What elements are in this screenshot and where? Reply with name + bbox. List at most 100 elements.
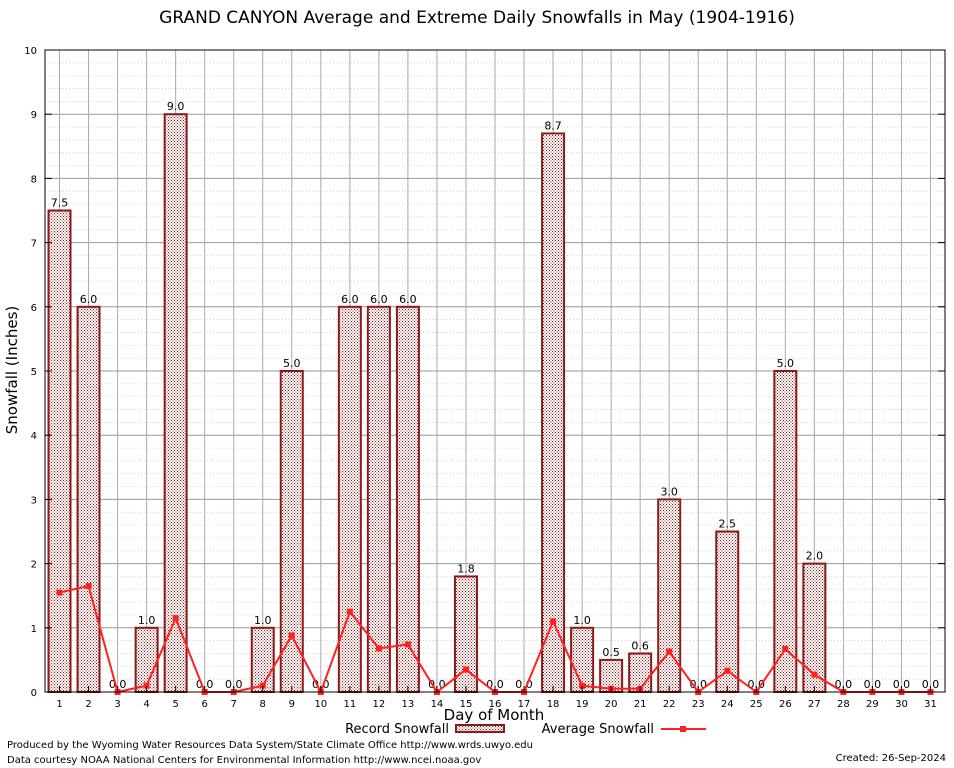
x-tick-label: 24 [721,699,734,710]
x-tick-label: 9 [289,699,295,710]
x-tick-label: 5 [172,699,178,710]
record-bar [366,305,391,693]
y-tick-label: 5 [31,367,37,378]
chart-title: GRAND CANYON Average and Extreme Daily S… [159,8,795,28]
record-bar [47,209,72,693]
data-label: 0.0 [864,678,882,691]
x-tick-label: 10 [314,699,327,710]
average-point [550,618,557,625]
record-bar [395,305,420,693]
x-tick-label: 25 [750,699,763,710]
x-tick-label: 17 [518,699,531,710]
data-label: 7.5 [51,197,69,210]
y-tick-label: 0 [31,688,37,699]
y-tick-label: 10 [24,46,37,57]
average-point [85,583,92,590]
record-bar [76,305,101,693]
x-tick-label: 16 [489,699,502,710]
record-bar [773,370,798,693]
average-point [724,667,731,674]
legend-swatch-record [455,724,505,733]
average-point [462,666,469,673]
record-bar [541,132,566,693]
average-point [143,682,150,689]
x-tick-label: 7 [231,699,237,710]
x-tick-label: 22 [663,699,676,710]
y-tick-label: 8 [31,174,37,185]
average-point [579,682,586,689]
record-bar [134,626,159,693]
data-label: 8.7 [544,119,562,132]
data-label: 1.0 [254,614,272,627]
footer-line-producer: Produced by the Wyoming Water Resources … [7,740,533,751]
data-label: 9.0 [167,100,185,113]
x-tick-label: 12 [373,699,386,710]
x-tick-label: 14 [431,699,444,710]
created-date: Created: 26-Sep-2024 [835,753,946,764]
footer-credits: Produced by the Wyoming Water Resources … [7,738,533,768]
x-tick-label: 3 [114,699,120,710]
data-label: 0.0 [835,678,853,691]
data-label: 6.0 [80,293,98,306]
x-tick-label: 20 [605,699,618,710]
data-label: 0.5 [602,646,620,659]
x-tick-label: 11 [343,699,356,710]
x-tick-label: 31 [924,699,937,710]
x-tick-label: 30 [895,699,908,710]
average-point [259,682,266,689]
average-point [172,615,179,622]
data-label: 2.5 [719,518,737,531]
x-tick-label: 19 [576,699,589,710]
x-tick-label: 21 [634,699,647,710]
record-bar [163,113,188,693]
x-tick-label: 27 [808,699,821,710]
x-tick-label: 6 [201,699,207,710]
y-tick-label: 1 [31,624,37,635]
data-label: 6.0 [399,293,417,306]
data-label: 6.0 [370,293,388,306]
x-tick-label: 8 [260,699,266,710]
average-point [56,589,63,596]
data-label: 6.0 [341,293,359,306]
y-tick-label: 6 [31,303,37,314]
y-axis-label: Snowfall (Inches) [3,305,21,435]
x-tick-label: 28 [837,699,850,710]
data-label: 3.0 [660,485,678,498]
legend-marker-average [680,726,686,732]
data-label: 0.0 [922,678,940,691]
x-tick-label: 26 [779,699,792,710]
legend-label-average: Average Snowfall [542,722,654,737]
record-bars: 7.5 6.0 0.0 1.0 9.0 0.0 0.0 1.0 5.0 0.0 6.0 6.0 6.0 0… [47,100,940,694]
data-label: 0.0 [225,678,243,691]
x-tick-label: 13 [402,699,415,710]
y-tick-label: 7 [31,239,37,250]
footer-line-data-source: Data courtesy NOAA National Centers for … [7,755,482,766]
y-tick-label: 2 [31,560,37,571]
data-label: 5.0 [283,357,301,370]
data-label: 1.0 [138,614,156,627]
average-point [811,671,818,678]
x-tick-label: 2 [85,699,91,710]
x-tick-label: 23 [692,699,705,710]
data-label: 1.8 [457,562,475,575]
x-axis-label: Day of Month [443,706,545,724]
average-point [404,641,411,648]
legend-label-record: Record Snowfall [345,722,449,737]
data-label: 0.6 [631,639,649,652]
average-point [782,645,789,652]
record-bar [279,370,304,693]
x-tick-label: 15 [460,699,473,710]
x-tick-label: 4 [143,699,149,710]
average-point [346,608,353,615]
data-label: 0.0 [893,678,911,691]
y-tick-label: 3 [31,495,37,506]
average-point [666,648,673,655]
x-tick-label: 18 [547,699,560,710]
x-tick-label: 1 [56,699,62,710]
data-label: 5.0 [777,357,795,370]
x-tick-label: 29 [866,699,879,710]
record-bar [250,626,275,693]
data-label: 0.0 [109,678,127,691]
